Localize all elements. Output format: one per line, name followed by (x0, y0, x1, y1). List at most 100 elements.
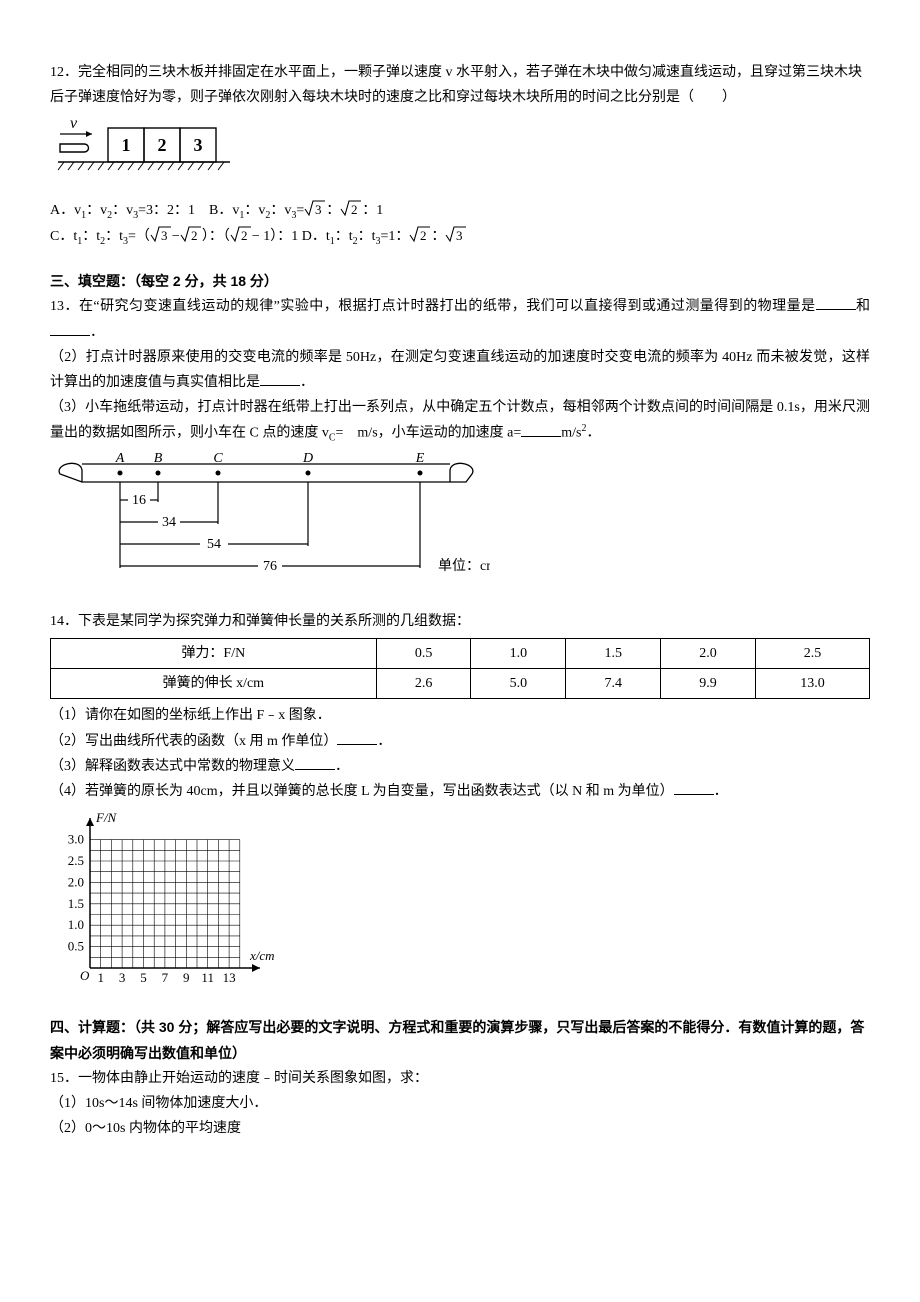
blank-input[interactable] (50, 321, 90, 336)
q15-p1: （1）10s～14s 间物体加速度大小． (50, 1091, 870, 1116)
sqrt-icon: 2 (409, 225, 431, 243)
pt-a-label: A (115, 452, 125, 466)
v-label: v (70, 115, 78, 132)
q13-p1: 13．在“研究匀变速直线运动的规律”实验中，根据打点计时器打出的纸带，我们可以直… (50, 294, 870, 344)
blocks-group: 1 2 3 (108, 128, 216, 162)
table-row: 弹簧的伸长 x/cm 2.6 5.0 7.4 9.9 13.0 (51, 669, 870, 699)
opt-c: C．t1：t2：t3=（3−2）：（2− 1）：1 (50, 229, 302, 244)
svg-text:1.5: 1.5 (68, 896, 84, 911)
cell: 0.5 (376, 639, 471, 669)
blank-input[interactable] (816, 295, 856, 310)
svg-text:2.0: 2.0 (68, 875, 84, 890)
origin-label: O (80, 968, 90, 983)
q15-intro: 15．一物体由静止开始运动的速度﹣时间关系图象如图，求： (50, 1066, 870, 1091)
question-14: 14．下表是某同学为探究弹力和弹簧伸长量的关系所测的几组数据： 弹力：F/N 0… (50, 609, 870, 998)
fx-grid-svg: F/N x/cm O 0.51.01.52.02.53.0 135791113 (50, 808, 280, 988)
question-12: 12．完全相同的三块木板并排固定在水平面上，一颗子弹以速度 v 水平射入，若子弹… (50, 60, 870, 251)
svg-text:2: 2 (191, 228, 198, 243)
q13-p3: （3）小车拖纸带运动，打点计时器在纸带上打出一系列点，从中确定五个计数点，每相邻… (50, 395, 870, 448)
block-1-label: 1 (122, 135, 131, 155)
sqrt-icon: 2 (180, 225, 202, 243)
q14-p4: （4）若弹簧的原长为 40cm，并且以弹簧的总长度 L 为自变量，写出函数表达式… (50, 779, 870, 804)
blank-input[interactable] (521, 422, 561, 437)
opt-d: D．t1：t2：t3=1：2：3 (302, 229, 468, 244)
blank-input[interactable] (295, 755, 335, 770)
sqrt-icon: 3 (304, 199, 326, 217)
q15-number: 15． (50, 1071, 78, 1086)
svg-text:11: 11 (201, 970, 214, 985)
dim-34: 34 (162, 515, 176, 530)
svg-text:2: 2 (351, 202, 358, 217)
block-3-label: 3 (194, 135, 203, 155)
q14-intro: 14．下表是某同学为探究弹力和弹簧伸长量的关系所测的几组数据： (50, 609, 870, 634)
cell: 2.0 (661, 639, 756, 669)
q15-p2: （2）0～10s 内物体的平均速度 (50, 1116, 870, 1141)
spring-data-table: 弹力：F/N 0.5 1.0 1.5 2.0 2.5 弹簧的伸长 x/cm 2.… (50, 638, 870, 699)
svg-text:3: 3 (456, 228, 463, 243)
section-4-heading: 四、计算题：（共 30 分；解答应写出必要的文字说明、方程式和重要的演算步骤，只… (50, 1015, 870, 1065)
pt-d-label: D (302, 452, 313, 466)
table-row: 弹力：F/N 0.5 1.0 1.5 2.0 2.5 (51, 639, 870, 669)
blank-input[interactable] (674, 780, 714, 795)
cell: 5.0 (471, 669, 566, 699)
cell: 7.4 (566, 669, 661, 699)
sqrt-icon: 3 (445, 225, 467, 243)
cell: 2.5 (755, 639, 869, 669)
svg-text:0.5: 0.5 (68, 939, 84, 954)
svg-text:1.0: 1.0 (68, 917, 84, 932)
svg-text:3: 3 (119, 970, 126, 985)
tape-svg: A B C D E 16 34 54 (50, 452, 490, 582)
q13-number: 13． (50, 299, 79, 314)
q12-options: A．v1：v2：v3=3：2：1 B．v1：v2：v3=3：2：1 C．t1：t… (50, 198, 870, 252)
cell: 2.6 (376, 669, 471, 699)
dim-76: 76 (263, 559, 277, 574)
question-13: 13．在“研究匀变速直线运动的规律”实验中，根据打点计时器打出的纸带，我们可以直… (50, 294, 870, 591)
q12-number: 12． (50, 65, 78, 80)
q14-p3: （3）解释函数表达式中常数的物理意义． (50, 754, 870, 779)
svg-text:2.5: 2.5 (68, 853, 84, 868)
pt-b-label: B (154, 452, 163, 466)
pt-e-label: E (415, 452, 425, 466)
q12-body: 完全相同的三块木板并排固定在水平面上，一颗子弹以速度 v 水平射入，若子弹在木块… (50, 65, 862, 105)
q12-text: 12．完全相同的三块木板并排固定在水平面上，一颗子弹以速度 v 水平射入，若子弹… (50, 65, 862, 105)
cell: 1.0 (471, 639, 566, 669)
svg-text:7: 7 (162, 970, 169, 985)
section-3-heading: 三、填空题：（每空 2 分，共 18 分） (50, 269, 870, 294)
q13-tape-diagram: A B C D E 16 34 54 (50, 452, 870, 591)
sqrt-icon: 2 (230, 225, 252, 243)
svg-text:3: 3 (315, 202, 322, 217)
block-2-label: 2 (158, 135, 167, 155)
pt-c-label: C (213, 452, 223, 466)
svg-text:5: 5 (140, 970, 147, 985)
svg-text:3: 3 (161, 228, 168, 243)
x-axis-label: x/cm (249, 948, 275, 963)
svg-text:13: 13 (223, 970, 236, 985)
q14-p1: （1）请你在如图的坐标纸上作出 F﹣x 图象． (50, 703, 870, 728)
tape-unit: 单位：cm (438, 558, 490, 574)
th-force: 弹力：F/N (51, 639, 377, 669)
dim-16: 16 (132, 493, 146, 508)
q14-number: 14． (50, 614, 78, 629)
svg-text:9: 9 (183, 970, 190, 985)
q14-p2: （2）写出曲线所代表的函数（x 用 m 作单位）． (50, 729, 870, 754)
opt-b: B．v1：v2：v3=3：2：1 (209, 203, 383, 218)
dim-54: 54 (207, 537, 221, 552)
blank-input[interactable] (337, 730, 377, 745)
blank-input[interactable] (260, 371, 300, 386)
cell: 1.5 (566, 639, 661, 669)
opt-a: A．v1：v2：v3=3：2：1 (50, 203, 199, 218)
q14-grid-chart: F/N x/cm O 0.51.01.52.02.53.0 135791113 (50, 808, 870, 997)
q13-p2: （2）打点计时器原来使用的交变电流的频率是 50Hz，在测定匀变速直线运动的加速… (50, 345, 870, 395)
th-extension: 弹簧的伸长 x/cm (51, 669, 377, 699)
svg-text:1: 1 (97, 970, 104, 985)
svg-text:3.0: 3.0 (68, 832, 84, 847)
sqrt-icon: 2 (340, 199, 362, 217)
y-axis-label: F/N (95, 810, 118, 825)
q12-diagram: v 1 2 3 (50, 114, 870, 193)
cell: 13.0 (755, 669, 869, 699)
question-15: 15．一物体由静止开始运动的速度﹣时间关系图象如图，求： （1）10s～14s … (50, 1066, 870, 1142)
svg-text:2: 2 (420, 228, 427, 243)
cell: 9.9 (661, 669, 756, 699)
sqrt-icon: 3 (150, 225, 172, 243)
svg-text:2: 2 (241, 228, 248, 243)
